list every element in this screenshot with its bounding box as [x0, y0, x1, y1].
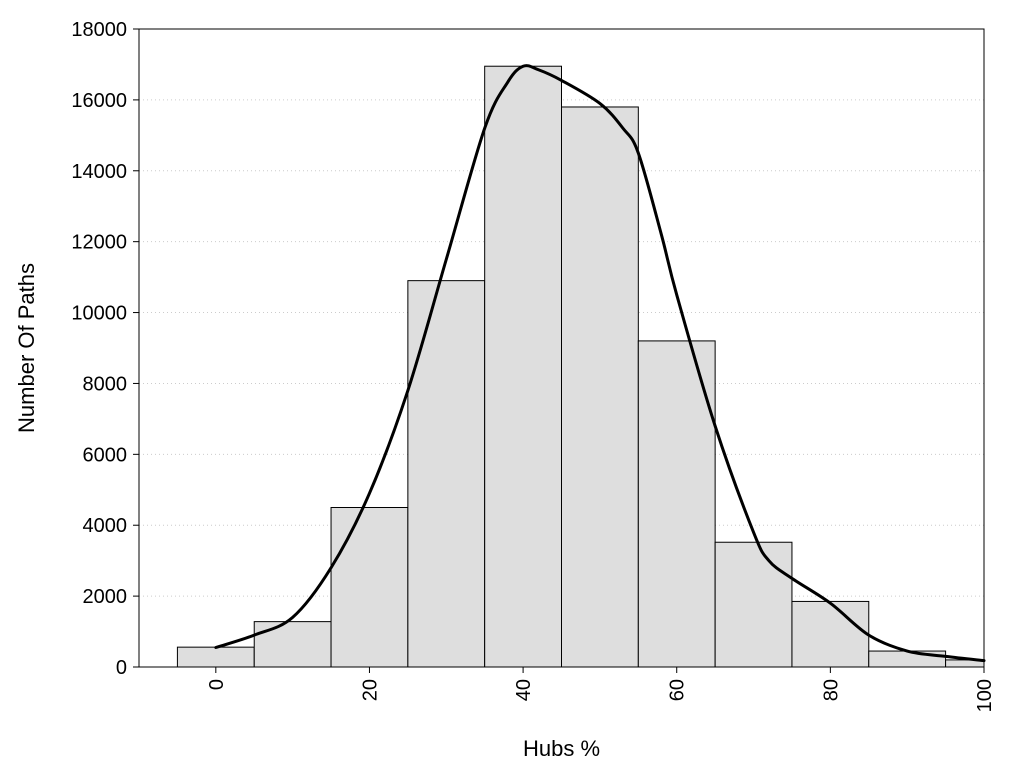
grid-layer	[139, 99, 984, 597]
plot-frame	[138, 28, 985, 668]
x-tick-label-100: 100	[974, 679, 996, 712]
y-axis-title: Number Of Paths	[14, 263, 39, 433]
x-tick-label-80: 80	[820, 679, 842, 701]
y-tick-label-16000: 16000	[71, 90, 127, 112]
x-tick-label-20: 20	[359, 679, 381, 701]
bar-0	[176, 646, 255, 668]
y-tick-label-8000: 8000	[83, 373, 128, 395]
y-tick-label-2000: 2000	[83, 586, 128, 608]
x-tick-label-0: 0	[206, 679, 228, 690]
bar-60	[637, 340, 716, 668]
density-curve	[214, 64, 986, 663]
bar-90	[868, 650, 947, 668]
y-tick-label-12000: 12000	[71, 232, 127, 254]
bars-layer	[176, 65, 985, 668]
bar-40	[484, 65, 563, 668]
bar-20	[330, 507, 409, 668]
y-tick-label-14000: 14000	[71, 161, 127, 183]
y-tick-label-6000: 6000	[83, 444, 128, 466]
x-axis-title: Hubs %	[523, 736, 600, 761]
density-curve-layer	[214, 64, 986, 663]
y-tick-label-18000: 18000	[71, 19, 127, 41]
bar-30	[407, 280, 486, 668]
bar-10	[253, 621, 332, 668]
y-tick-label-10000: 10000	[71, 303, 127, 325]
x-tick-label-60: 60	[667, 679, 689, 701]
y-tick-label-0: 0	[116, 657, 127, 679]
bar-70	[714, 541, 793, 668]
bar-50	[561, 106, 639, 668]
y-tick-labels: 0 2000 4000 6000 8000 10000 12000 14000 16000 180…	[71, 19, 139, 679]
y-tick-label-4000: 4000	[83, 515, 128, 537]
bar-80	[791, 600, 870, 668]
x-tick-labels: 0 20 40 60 80 100	[206, 667, 996, 712]
x-tick-label-40: 40	[513, 679, 535, 701]
